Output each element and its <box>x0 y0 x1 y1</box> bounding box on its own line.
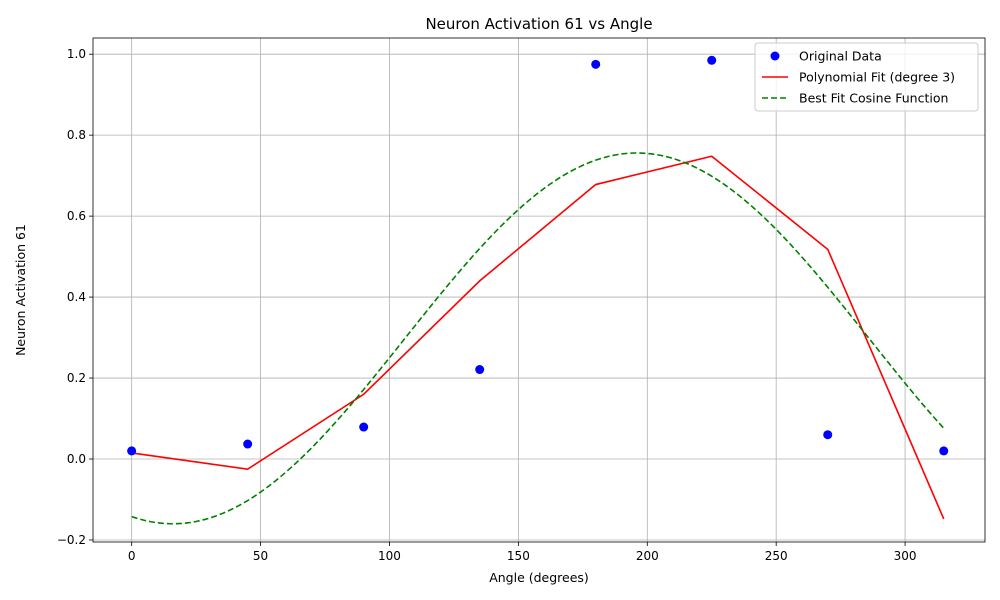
x-tick-label: 150 <box>507 549 530 563</box>
y-tick-label: 1.0 <box>67 47 86 61</box>
y-tick-labels: −0.2 0.0 0.2 0.4 0.6 0.8 1.0 <box>57 47 86 547</box>
data-point <box>475 365 485 375</box>
series-best-fit-cosine-function <box>131 152 945 525</box>
legend-label: Original Data <box>799 49 882 64</box>
y-tick-label: 0.6 <box>67 209 86 223</box>
series-original-data <box>127 55 949 456</box>
y-tick-label: −0.2 <box>57 533 86 547</box>
x-tick-label: 300 <box>894 549 917 563</box>
legend-label: Polynomial Fit (degree 3) <box>799 70 955 85</box>
y-tick-label: 0.2 <box>67 371 86 385</box>
data-point <box>823 430 833 440</box>
data-point <box>359 422 369 432</box>
tick-marks <box>89 53 906 546</box>
y-tick-label: 0.4 <box>67 290 86 304</box>
data-point <box>707 55 717 65</box>
legend-box <box>754 42 979 112</box>
x-axis-label: Angle (degrees) <box>489 570 589 585</box>
legend-item-original-data: Original Data <box>770 49 882 64</box>
series-polynomial-fit-degree-3 <box>131 155 945 520</box>
x-tick-label: 200 <box>636 549 659 563</box>
x-tick-label: 0 <box>128 549 136 563</box>
legend-marker <box>770 51 780 61</box>
x-tick-label: 50 <box>253 549 268 563</box>
series-line <box>131 155 945 520</box>
data-point <box>243 439 253 449</box>
plot-area-frame <box>92 37 986 543</box>
chart-title: Neuron Activation 61 vs Angle <box>425 15 652 33</box>
y-tick-label: 0.0 <box>67 452 86 466</box>
y-tick-label: 0.8 <box>67 128 86 142</box>
data-point <box>591 59 601 69</box>
x-tick-label: 250 <box>765 549 788 563</box>
series-layer <box>127 55 949 525</box>
grid-lines <box>93 38 985 542</box>
data-point <box>127 446 137 456</box>
data-point <box>939 446 949 456</box>
series-line <box>131 152 945 525</box>
legend: Original Data Polynomial Fit (degree 3) Be… <box>754 42 979 112</box>
x-tick-label: 100 <box>378 549 401 563</box>
legend-item-best-fit-cosine-function: Best Fit Cosine Function <box>762 91 948 106</box>
x-tick-labels: 0 50 100 150 200 250 300 <box>128 549 917 563</box>
legend-label: Best Fit Cosine Function <box>799 91 948 106</box>
legend-item-polynomial-fit-degree-3: Polynomial Fit (degree 3) <box>762 70 955 85</box>
y-axis-label: Neuron Activation 61 <box>13 224 28 356</box>
